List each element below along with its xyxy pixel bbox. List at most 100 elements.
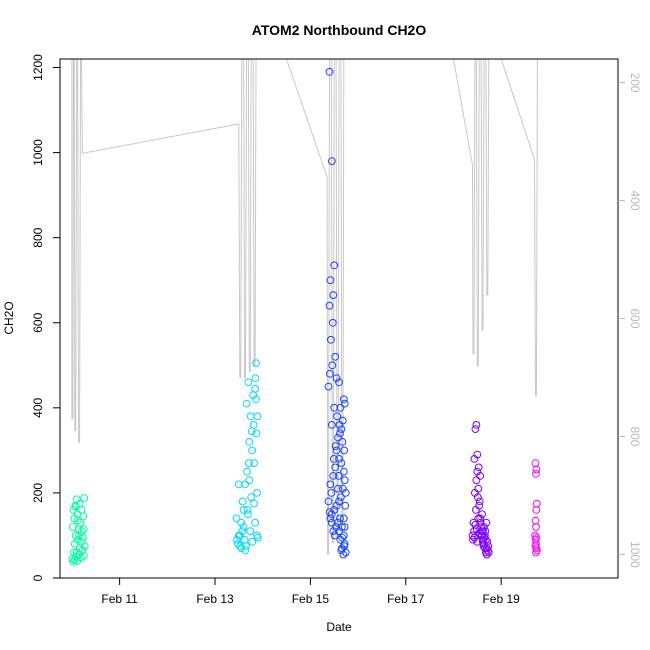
data-point [251,374,260,383]
data-point [532,533,541,542]
data-point [479,527,487,536]
data-point [77,537,86,546]
data-point [531,459,540,468]
data-point [241,480,249,489]
data-point [533,499,541,508]
data-point [242,399,251,408]
data-point [327,335,335,344]
data-point [472,476,481,485]
data-point [244,510,252,519]
data-point [330,531,339,540]
points-layer [68,67,541,566]
data-point [532,506,541,514]
data-point [333,518,342,527]
data-point [484,548,493,557]
data-point [250,499,259,508]
data-point [468,531,477,540]
data-point [477,531,486,540]
y2-tick-label: 200 [628,73,642,93]
data-point [69,548,78,557]
data-point [71,531,80,540]
data-point [326,369,334,378]
y-tick-label: 1000 [31,139,45,166]
data-point [330,506,339,514]
data-point [531,531,539,540]
data-point [331,442,340,451]
data-point [245,438,254,446]
data-point [336,514,344,523]
data-point [324,497,333,506]
data-point [337,546,346,555]
data-point [79,552,88,560]
data-point [341,501,350,510]
data-point [239,506,248,514]
data-point [327,157,336,166]
data-point [241,546,250,555]
data-point [80,494,89,502]
data-point [327,510,336,519]
y-tick-label: 600 [31,312,45,332]
data-point [331,352,340,361]
data-point [248,446,257,455]
data-point [473,493,482,502]
data-point [340,446,349,455]
data-point [253,489,261,497]
data-point [326,514,335,523]
data-point [249,421,258,429]
data-point [474,463,483,472]
data-point [330,403,339,412]
y-axis: 0 200 400 600 800 1000 1200 [31,54,60,581]
data-point [331,463,340,472]
y-tick-label: 0 [31,574,45,581]
data-point [325,301,334,310]
data-point [79,512,88,521]
y-tick-label: 800 [31,227,45,247]
data-point [233,535,241,544]
data-point [336,403,345,412]
data-point [475,529,484,538]
data-point [232,514,241,523]
data-point [475,497,484,506]
data-point [329,472,338,480]
data-point [532,548,540,557]
data-point [73,516,82,525]
data-point [338,438,347,446]
y2-tick-label: 400 [628,191,642,211]
data-point [339,395,348,404]
data-point [335,421,344,429]
data-point [327,518,336,527]
data-point [327,489,336,497]
data-point [340,399,349,408]
x-tick-label: Feb 13 [196,592,234,606]
data-point [243,467,251,476]
data-point [253,412,262,421]
point-series [232,359,262,555]
x-axis: Feb 11 Feb 13 Feb 15 Feb 17 Feb 19 [101,578,520,606]
data-point [329,291,338,300]
data-point [251,384,260,393]
y-tick-label: 200 [31,483,45,503]
data-point [332,374,341,383]
data-point [471,425,480,434]
data-point [334,484,342,493]
data-point [253,531,261,540]
data-point [252,395,260,404]
data-point [532,469,540,478]
x-tick-label: Feb 17 [387,592,425,606]
data-point [326,480,335,489]
point-series [468,421,493,559]
data-point [327,421,336,429]
data-point [471,520,480,529]
data-point [79,533,87,542]
data-point [482,518,491,527]
data-point [334,433,342,442]
data-point [239,523,248,531]
data-point [252,359,260,368]
x-axis-label: Date [326,620,352,634]
data-point [234,480,243,489]
data-point [532,523,540,531]
data-point [473,537,482,546]
data-point [246,527,255,536]
data-point [242,542,250,550]
data-point [473,450,482,459]
